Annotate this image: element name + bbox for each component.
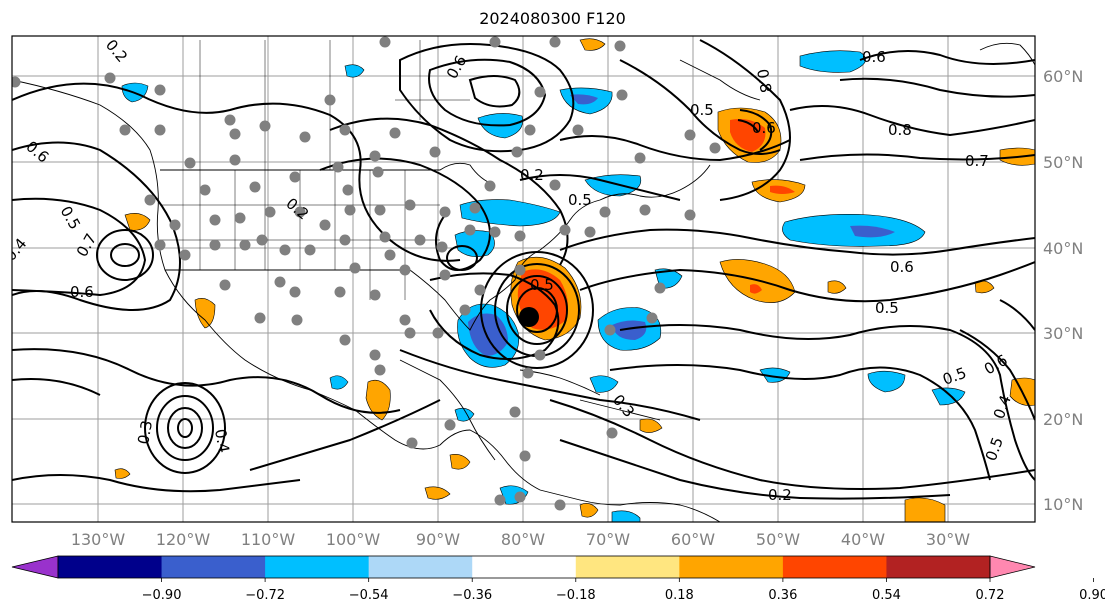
colorbar: −0.90 −0.72 −0.54 −0.36 −0.18 0.18 0.36 0.54 0.7…: [11, 555, 1105, 603]
lat-label: 30°N: [1043, 324, 1083, 343]
longitude-labels: 130°W 120°W 110°W 100°W 90°W 80°W 70°W 6…: [71, 530, 970, 549]
lat-label: 10°N: [1043, 495, 1083, 514]
colorbar-outline: [57, 555, 991, 579]
lon-label: 130°W: [71, 530, 126, 549]
colorbar-segment: [782, 556, 887, 578]
colorbar-segment: [472, 556, 577, 578]
contour-label: 0.6: [70, 283, 94, 301]
colorbar-segment: [265, 556, 370, 578]
lon-label: 60°W: [671, 530, 715, 549]
state-borders: [160, 40, 470, 300]
contour-label: 0.8: [888, 121, 912, 139]
colorbar-segment: [161, 556, 266, 578]
lon-label: 100°W: [326, 530, 381, 549]
lat-label: 60°N: [1043, 67, 1083, 86]
station-markers: [12, 36, 721, 511]
colorbar-tick-label: 0.54: [872, 588, 901, 603]
colorbar-tick-label: −0.36: [452, 588, 492, 603]
contour-label: 0.6: [752, 119, 776, 137]
lon-label: 80°W: [501, 530, 545, 549]
contour-label: 0.2: [768, 486, 792, 504]
contour-label: 0.8: [753, 68, 775, 95]
lon-label: 110°W: [241, 530, 296, 549]
contour-label: 0.7: [965, 152, 989, 170]
colorbar-segment: [368, 556, 473, 578]
contour-lines: [12, 39, 1035, 500]
lon-label: 70°W: [586, 530, 630, 549]
contour-label: 0.5: [568, 191, 592, 209]
colorbar-tick-label: 0.18: [665, 588, 694, 603]
contour-label: 0.4: [211, 428, 233, 455]
colorbar-tick-label: 0.90: [1079, 588, 1105, 603]
contour-label: 0.6: [890, 258, 914, 276]
plot-title: 2024080300 F120: [479, 9, 626, 28]
colorbar-segment: [58, 556, 163, 578]
storm-center-marker: [519, 307, 539, 327]
contour-label: 0.5: [690, 101, 714, 119]
colorbar-tick-label: −0.72: [245, 588, 285, 603]
contour-label: 0.5: [530, 276, 554, 294]
colorbar-max-extension: [989, 555, 1036, 579]
map-content: 0.6 0.5 0.5 0.6 0.8 0.7 0.2 0.6 0.5 0.6 …: [12, 36, 1035, 522]
colorbar-tick-label: −0.18: [556, 588, 596, 603]
lat-label: 20°N: [1043, 410, 1083, 429]
colorbar-tick-label: −0.90: [142, 588, 182, 603]
lon-label: 30°W: [926, 530, 970, 549]
contour-label: 0.2: [520, 166, 544, 184]
coastlines: [12, 42, 1035, 522]
contour-value-labels: 0.6 0.5 0.5 0.6 0.8 0.7 0.2 0.6 0.5 0.6 …: [12, 36, 1015, 504]
contour-label: 0.6: [862, 48, 886, 66]
lon-label: 90°W: [416, 530, 460, 549]
colorbar-min-extension: [11, 555, 59, 579]
contour-label: 0.3: [134, 419, 156, 446]
colorbar-tick-label: 0.36: [768, 588, 797, 603]
lon-label: 40°W: [841, 530, 885, 549]
colorbar-segment: [679, 556, 784, 578]
lat-label: 40°N: [1043, 239, 1083, 258]
map-border: [11, 35, 1036, 523]
colorbar-tick-label: 0.72: [976, 588, 1005, 603]
colorbar-segment: [575, 556, 680, 578]
lon-label: 50°W: [756, 530, 800, 549]
latitude-labels: 60°N 50°N 40°N 30°N 20°N 10°N: [1043, 67, 1083, 514]
lat-label: 50°N: [1043, 153, 1083, 172]
gridlines: [12, 36, 1035, 522]
colorbar-segment: [886, 556, 991, 578]
colorbar-tick-label: −0.54: [349, 588, 389, 603]
lon-label: 120°W: [156, 530, 211, 549]
contour-label: 0.5: [875, 299, 899, 317]
